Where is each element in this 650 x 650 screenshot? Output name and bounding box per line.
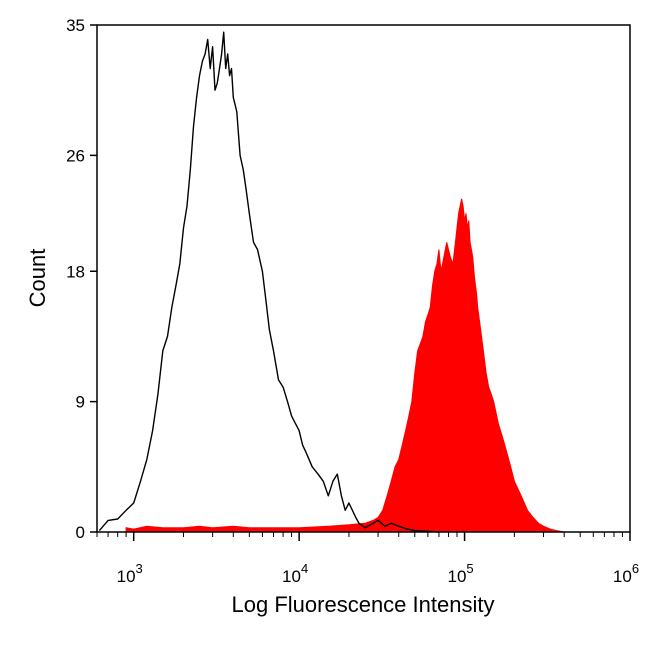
y-tick-label: 26 bbox=[66, 146, 85, 165]
y-tick-label: 18 bbox=[66, 262, 85, 281]
x-axis-title: Log Fluorescence Intensity bbox=[232, 592, 495, 617]
x-tick-label: 104 bbox=[282, 561, 308, 586]
y-tick-label: 35 bbox=[66, 16, 85, 35]
plot-frame bbox=[96, 24, 631, 533]
x-tick-label: 103 bbox=[117, 561, 143, 586]
y-axis-ticks: 0 9 18 26 35 bbox=[66, 16, 97, 542]
x-tick-exponent: 3 bbox=[136, 561, 143, 576]
y-tick-label: 0 bbox=[76, 523, 85, 542]
x-tick-exponent: 5 bbox=[466, 561, 473, 576]
y-axis-title: Count bbox=[25, 249, 50, 308]
series-layer bbox=[98, 31, 565, 533]
x-tick-label: 105 bbox=[447, 561, 473, 586]
histogram-series-filled bbox=[125, 198, 565, 533]
x-tick-exponent: 6 bbox=[632, 561, 639, 576]
x-tick-label: 106 bbox=[613, 561, 639, 586]
x-tick-exponent: 4 bbox=[301, 561, 308, 576]
x-axis-ticks: 103 104 105 106 bbox=[96, 532, 639, 586]
histogram-series-outline bbox=[98, 31, 439, 533]
y-tick-label: 9 bbox=[76, 393, 85, 412]
